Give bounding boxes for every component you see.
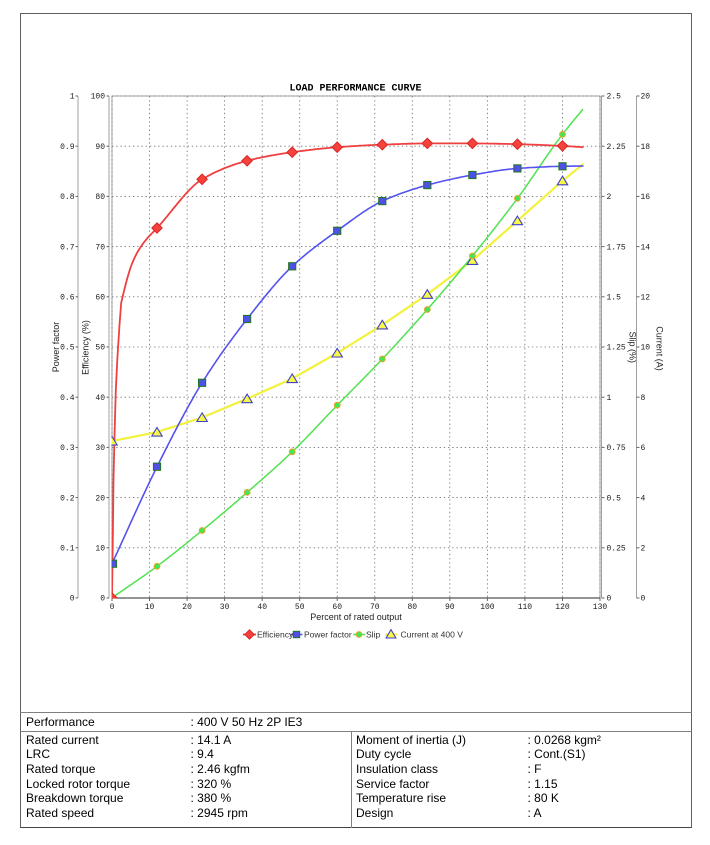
svg-text:0.3: 0.3	[60, 444, 75, 453]
svg-text:0: 0	[70, 595, 75, 604]
svg-text:0.6: 0.6	[60, 294, 75, 303]
svg-text:0: 0	[100, 595, 105, 604]
svg-text:0.8: 0.8	[60, 193, 75, 202]
svg-text:Current at 400 V: Current at 400 V	[401, 630, 464, 640]
svg-text:30: 30	[95, 444, 105, 453]
svg-text:Slip (%): Slip (%)	[628, 332, 638, 364]
svg-text:1.5: 1.5	[607, 294, 622, 303]
svg-text:0.7: 0.7	[60, 243, 75, 252]
svg-text:120: 120	[555, 603, 570, 612]
svg-text:10: 10	[641, 344, 651, 353]
svg-text:0.75: 0.75	[607, 444, 626, 453]
svg-text:2: 2	[607, 193, 612, 202]
svg-text:14: 14	[641, 243, 651, 252]
svg-text:Efficiency (%): Efficiency (%)	[81, 320, 91, 375]
svg-text:2.5: 2.5	[607, 93, 622, 102]
svg-text:18: 18	[641, 143, 651, 152]
svg-text:40: 40	[257, 603, 267, 612]
svg-text:90: 90	[95, 143, 105, 152]
svg-text:50: 50	[95, 344, 105, 353]
svg-text:100: 100	[480, 603, 495, 612]
svg-text:20: 20	[182, 603, 192, 612]
svg-text:0: 0	[607, 595, 612, 604]
svg-text:16: 16	[641, 193, 651, 202]
svg-text:0.5: 0.5	[607, 494, 622, 503]
svg-text:80: 80	[95, 193, 105, 202]
svg-text:1: 1	[70, 93, 75, 102]
svg-text:1: 1	[607, 394, 612, 403]
svg-text:50: 50	[295, 603, 305, 612]
svg-text:70: 70	[95, 243, 105, 252]
svg-text:0.5: 0.5	[60, 344, 75, 353]
svg-text:0: 0	[641, 595, 646, 604]
svg-text:0: 0	[110, 603, 115, 612]
svg-text:1.75: 1.75	[607, 243, 626, 252]
svg-text:Power factor: Power factor	[51, 322, 61, 373]
svg-text:1.25: 1.25	[607, 344, 626, 353]
svg-text:0.4: 0.4	[60, 394, 75, 403]
svg-text:20: 20	[641, 93, 651, 102]
svg-text:60: 60	[95, 294, 105, 303]
svg-text:6: 6	[641, 444, 646, 453]
svg-text:Current (A): Current (A)	[655, 326, 665, 371]
svg-text:Power factor: Power factor	[304, 630, 352, 640]
svg-text:80: 80	[407, 603, 417, 612]
svg-text:Percent of rated output: Percent of rated output	[310, 612, 402, 622]
svg-text:0.9: 0.9	[60, 143, 75, 152]
svg-text:12: 12	[641, 294, 651, 303]
svg-text:30: 30	[220, 603, 230, 612]
svg-text:2.25: 2.25	[607, 143, 626, 152]
svg-text:0.2: 0.2	[60, 494, 75, 503]
svg-text:8: 8	[641, 394, 646, 403]
svg-text:90: 90	[445, 603, 455, 612]
svg-text:0.25: 0.25	[607, 545, 626, 554]
svg-text:60: 60	[332, 603, 342, 612]
svg-text:70: 70	[370, 603, 380, 612]
svg-text:Efficiency: Efficiency	[257, 630, 294, 640]
svg-text:10: 10	[95, 545, 105, 554]
svg-text:4: 4	[641, 494, 646, 503]
svg-text:100: 100	[91, 93, 106, 102]
svg-text:20: 20	[95, 494, 105, 503]
svg-text:40: 40	[95, 394, 105, 403]
svg-text:130: 130	[593, 603, 608, 612]
svg-text:LOAD PERFORMANCE CURVE: LOAD PERFORMANCE CURVE	[289, 84, 421, 95]
svg-text:10: 10	[145, 603, 155, 612]
svg-text:Slip: Slip	[366, 630, 380, 640]
svg-text:2: 2	[641, 545, 646, 554]
svg-text:110: 110	[518, 603, 533, 612]
svg-text:0.1: 0.1	[60, 545, 75, 554]
